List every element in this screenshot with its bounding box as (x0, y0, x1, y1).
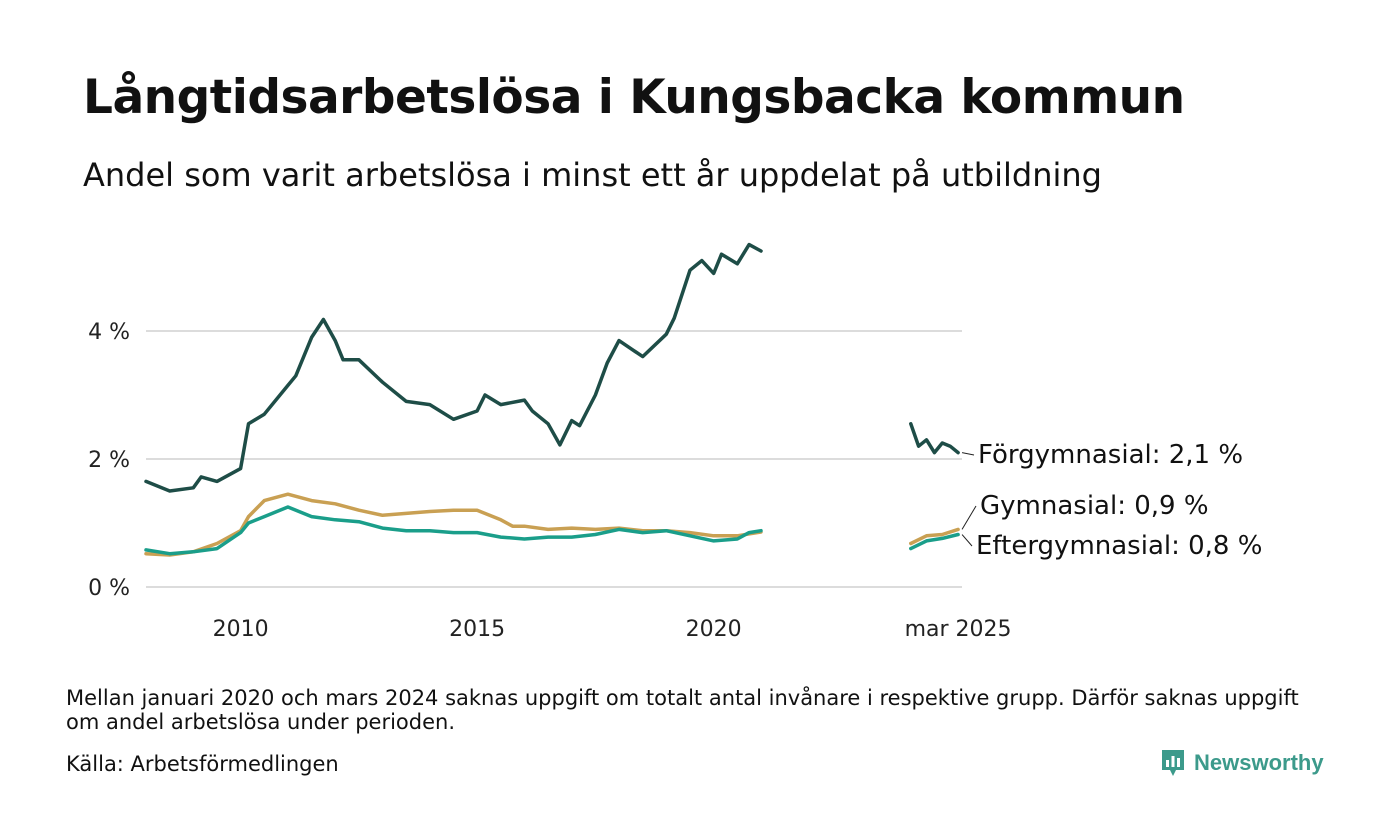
series-end-labels: Förgymnasial: 2,1 % Gymnasial: 0,9 % Efter… (961, 440, 1262, 561)
series-end-label: Förgymnasial: 2,1 % (978, 440, 1243, 470)
label-leader-line (961, 505, 977, 530)
series-end-label: Gymnasial: 0,9 % (980, 491, 1209, 521)
series-line-gymnasial (909, 527, 960, 546)
x-tick-label: 2020 (686, 617, 742, 642)
series-lines (144, 242, 960, 557)
y-axis: 0 % 2 % 4 % (88, 320, 130, 601)
series-line-f-rgymnasial (909, 422, 960, 455)
y-tick-label: 2 % (88, 448, 130, 473)
grid-lines (146, 330, 962, 588)
x-tick-label: 2015 (449, 617, 505, 642)
footnote: Mellan januari 2020 och mars 2024 saknas… (66, 686, 1299, 734)
series-line-f-rgymnasial (144, 242, 763, 493)
newsworthy-logo-icon (1162, 750, 1184, 776)
y-tick-label: 4 % (88, 320, 130, 345)
brand-name: Newsworthy (1194, 750, 1324, 775)
series-line-eftergymnasial (909, 532, 960, 551)
series-line-gymnasial (144, 492, 763, 557)
x-tick-label: mar 2025 (905, 617, 1012, 642)
label-leader-line (961, 534, 973, 547)
x-axis: 2010 2015 2020 mar 2025 (213, 617, 1012, 642)
line-chart: 0 % 2 % 4 % 2010 2015 2020 mar 2025 Förgymnas… (88, 242, 1262, 642)
label-leader-line (961, 452, 975, 456)
series-end-label: Eftergymnasial: 0,8 % (976, 531, 1262, 561)
chart-subtitle: Andel som varit arbetslösa i minst ett å… (83, 156, 1102, 194)
chart-title: Långtidsarbetslösa i Kungsbacka kommun (83, 70, 1185, 125)
brand-logo: Newsworthy (1160, 748, 1324, 778)
y-tick-label: 0 % (88, 576, 130, 601)
x-tick-label: 2010 (213, 617, 269, 642)
source-note: Källa: Arbetsförmedlingen (66, 752, 339, 776)
series-line-eftergymnasial (144, 505, 763, 556)
